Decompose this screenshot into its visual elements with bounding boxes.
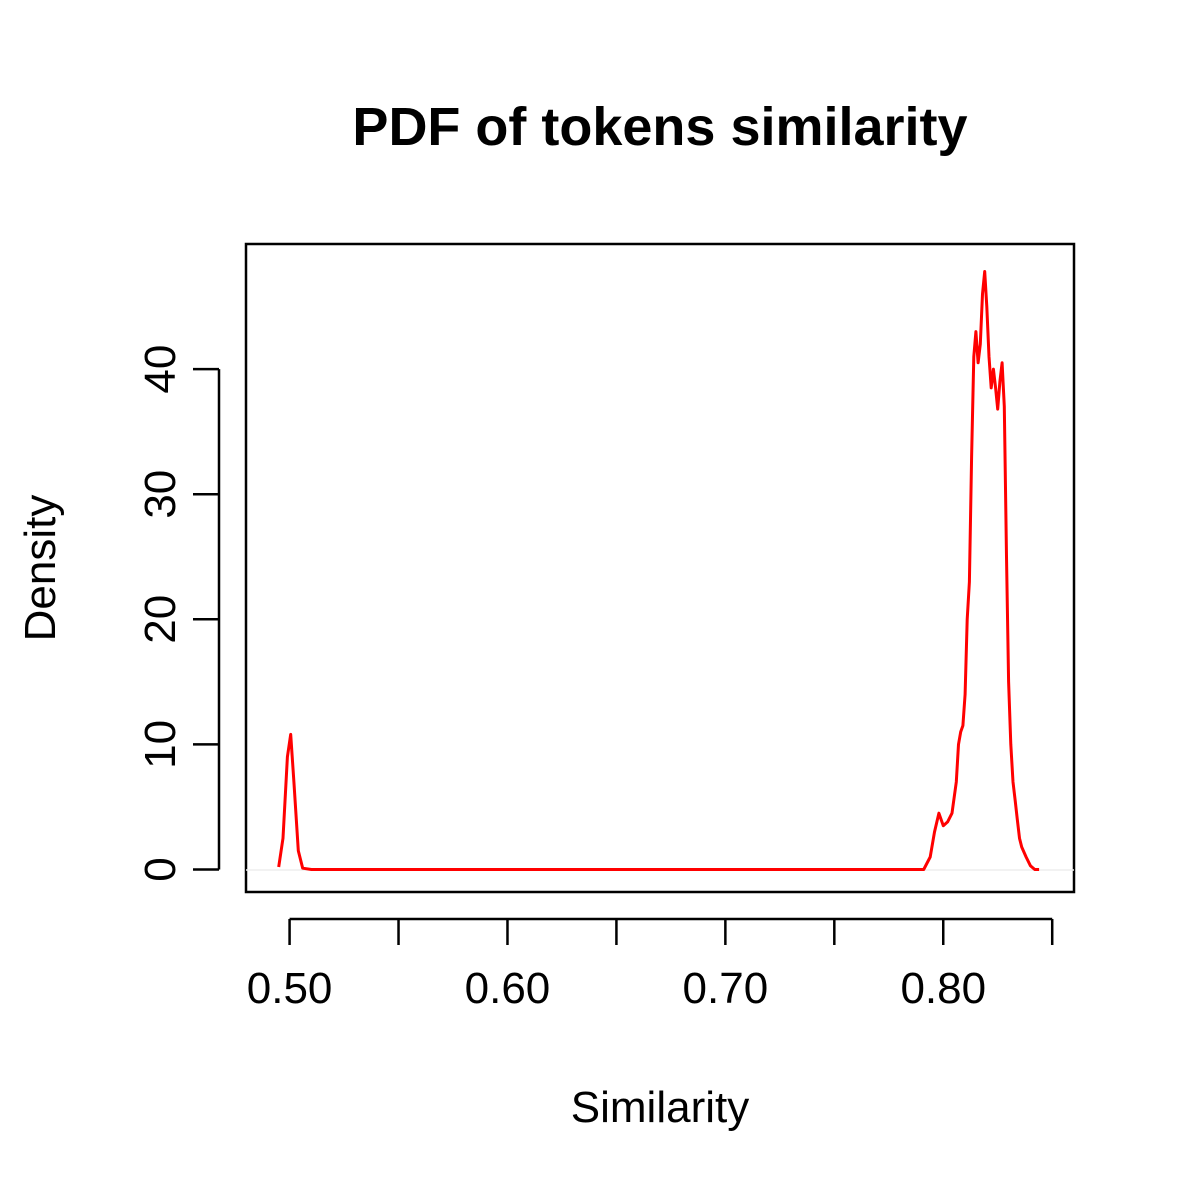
plot-frame — [244, 242, 1076, 894]
density-curve — [277, 270, 1040, 871]
x-tick-label: 0.60 — [465, 964, 551, 1013]
y-axis-label: Density — [16, 495, 65, 642]
y-tick-label: 40 — [136, 345, 185, 394]
x-tick-label: 0.70 — [683, 964, 769, 1013]
x-axis: 0.50 0.60 0.70 0.80 — [247, 917, 1054, 1013]
y-tick-label: 20 — [136, 595, 185, 644]
x-tick-label: 0.80 — [900, 964, 986, 1013]
y-tick-label: 30 — [136, 470, 185, 519]
chart-title: PDF of tokens similarity — [352, 97, 967, 157]
x-axis-label: Similarity — [571, 1083, 749, 1132]
y-tick-label: 10 — [136, 720, 185, 769]
y-tick-label: 0 — [136, 857, 185, 881]
x-tick-label: 0.50 — [247, 964, 333, 1013]
y-axis: 0 10 20 30 40 — [136, 345, 221, 882]
